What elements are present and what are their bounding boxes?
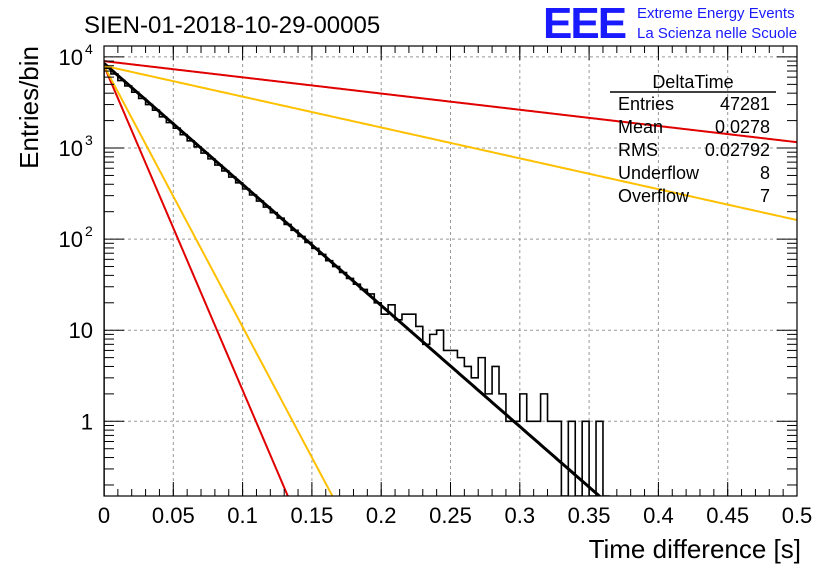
- logo-mark: EEE: [543, 0, 626, 48]
- chart-title: SIEN-01-2018-10-29-00005: [84, 12, 380, 39]
- stats-value-rms: 0.02792: [705, 140, 770, 160]
- stats-value-mean: 0.0278: [715, 117, 770, 137]
- y-axis-label: Entries/bin: [14, 46, 44, 169]
- curve-fit: [104, 62, 602, 496]
- y-tick-label: 1: [81, 409, 93, 434]
- y-tick-exponent: 3: [85, 132, 93, 148]
- curve-fast-red: [104, 65, 289, 496]
- y-tick-exponent: 2: [85, 223, 93, 239]
- stats-label-mean: Mean: [618, 117, 663, 137]
- stats-label-entries: Entries: [618, 94, 674, 114]
- stats-title: DeltaTime: [652, 72, 733, 92]
- stats-value-underflow: 8: [760, 163, 770, 183]
- x-tick-label: 0.45: [706, 503, 749, 528]
- y-tick-label: 10: [59, 227, 83, 252]
- eee-logo: EEE Extreme Energy Events La Scienza nel…: [543, 0, 797, 48]
- stats-value-entries: 47281: [720, 94, 770, 114]
- y-tick-label: 10: [59, 136, 83, 161]
- x-tick-label: 0: [98, 503, 110, 528]
- fit-curves: [104, 60, 797, 496]
- x-tick-label: 0.2: [366, 503, 397, 528]
- y-tick-label: 10: [59, 45, 83, 70]
- x-tick-label: 0.35: [568, 503, 611, 528]
- y-tick-label: 10: [69, 318, 93, 343]
- logo-line-2: La Scienza nelle Scuole: [637, 25, 797, 42]
- x-tick-label: 0.1: [227, 503, 258, 528]
- x-tick-label: 0.3: [505, 503, 536, 528]
- stats-label-underflow: Underflow: [618, 163, 700, 183]
- stats-label-rms: RMS: [618, 140, 658, 160]
- stats-label-overflow: Overflow: [618, 186, 690, 206]
- x-tick-label: 0.25: [429, 503, 472, 528]
- stats-box: DeltaTime Entries 47281 Mean 0.0278 RMS …: [610, 72, 776, 206]
- stats-value-overflow: 7: [760, 186, 770, 206]
- histogram-outline: [104, 67, 610, 496]
- x-tick-label: 0.5: [782, 503, 813, 528]
- grid: [104, 46, 797, 496]
- x-tick-label: 0.4: [643, 503, 674, 528]
- y-tick-exponent: 4: [85, 41, 93, 57]
- curve-slow-yellow: [104, 64, 797, 222]
- x-axis-label: Time difference [s]: [589, 534, 801, 564]
- x-tick-label: 0.05: [152, 503, 195, 528]
- axis-ticks: 0 0.05 0.1 0.15 0.2 0.25 0.3 0.35 0.4 0.45 0.5 1 10 1…: [59, 41, 813, 528]
- curve-slow-red: [104, 60, 797, 144]
- logo-line-1: Extreme Energy Events: [637, 5, 795, 22]
- curve-fast-yellow: [104, 65, 334, 496]
- histogram: [104, 67, 610, 496]
- x-tick-label: 0.15: [290, 503, 333, 528]
